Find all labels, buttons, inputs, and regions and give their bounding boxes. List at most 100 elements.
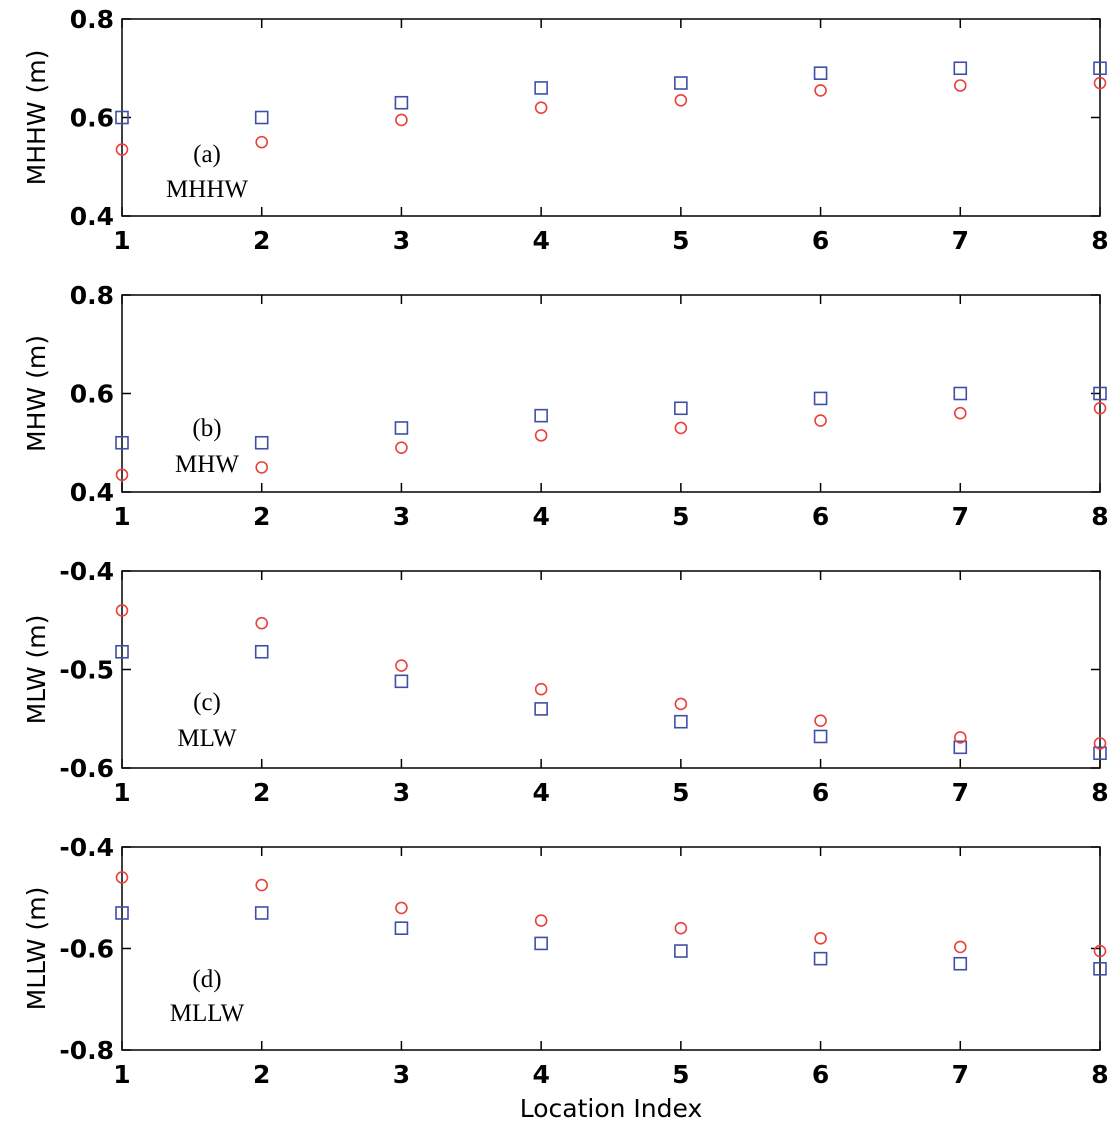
circle-marker bbox=[674, 93, 688, 107]
y-tick-label: -0.6 bbox=[59, 754, 114, 783]
circle-marker bbox=[115, 143, 129, 156]
y-tick-label: 0.8 bbox=[70, 281, 114, 310]
circle-marker bbox=[255, 616, 269, 630]
x-tick-label: 7 bbox=[952, 226, 969, 255]
square-marker bbox=[813, 951, 828, 966]
panel-annotation-name: MHW bbox=[175, 451, 239, 478]
circle-marker bbox=[674, 697, 688, 711]
panel-d: 1 2 3 4 5 6 7 8 -0.8 -0.6 -0.4 MLLW (m) Location Ind… bbox=[22, 833, 1109, 1123]
x-tick-label: 3 bbox=[393, 1060, 410, 1089]
square-marker bbox=[674, 714, 688, 729]
square-marker bbox=[813, 729, 828, 744]
x-tick-label: 8 bbox=[1091, 778, 1108, 807]
square-marker bbox=[1093, 61, 1107, 76]
circle-marker bbox=[115, 871, 129, 884]
plot-frame bbox=[121, 294, 1101, 493]
square-marker bbox=[394, 674, 409, 689]
panel-annotation-letter: (b) bbox=[192, 415, 221, 442]
x-tick-label: 8 bbox=[1091, 1060, 1108, 1089]
square-marker bbox=[953, 61, 968, 76]
x-tick-label: 8 bbox=[1091, 226, 1108, 255]
circle-marker bbox=[255, 135, 269, 149]
square-marker bbox=[813, 66, 828, 80]
square-marker bbox=[394, 421, 409, 435]
x-tick-label: 3 bbox=[393, 778, 410, 807]
circle-marker bbox=[674, 921, 688, 935]
circle-marker bbox=[534, 101, 548, 114]
x-tick-label: 3 bbox=[393, 226, 410, 255]
square-marker bbox=[813, 391, 828, 406]
x-tick-label: 1 bbox=[113, 778, 130, 807]
x-tick-label: 5 bbox=[672, 778, 689, 807]
square-marker bbox=[1093, 746, 1107, 761]
square-marker bbox=[674, 401, 688, 416]
circle-marker bbox=[395, 113, 408, 127]
x-tick-label: 6 bbox=[812, 1060, 829, 1089]
square-marker bbox=[953, 740, 968, 755]
x-tick-label: 5 bbox=[672, 226, 689, 255]
circle-marker bbox=[814, 84, 827, 97]
x-tick-label: 7 bbox=[952, 1060, 969, 1089]
y-tick-label: 0.8 bbox=[70, 5, 114, 34]
y-tick-label: -0.6 bbox=[59, 935, 114, 964]
x-tick-label: 6 bbox=[812, 778, 829, 807]
x-tick-label: 2 bbox=[253, 226, 270, 255]
x-tick-label: 1 bbox=[113, 1060, 130, 1089]
square-marker bbox=[1093, 386, 1107, 401]
x-tick-label: 2 bbox=[253, 778, 270, 807]
circle-marker bbox=[814, 714, 827, 728]
circle-marker bbox=[255, 878, 269, 892]
x-tick-label: 1 bbox=[113, 226, 130, 255]
circle-marker bbox=[953, 731, 967, 744]
circle-marker bbox=[395, 441, 408, 454]
y-tick-label: 0.4 bbox=[70, 202, 114, 231]
circle-marker bbox=[953, 406, 967, 420]
y-tick-label: 0.6 bbox=[70, 104, 114, 133]
circle-marker bbox=[534, 914, 548, 927]
circle-marker bbox=[953, 79, 967, 92]
x-tick-label: 7 bbox=[952, 778, 969, 807]
x-tick-label: 2 bbox=[253, 1060, 270, 1089]
panel-c: 1 2 3 4 5 6 7 8 -0.6 -0.5 -0.4 MLW (m) (c) MLW bbox=[22, 557, 1109, 807]
circle-marker bbox=[814, 932, 827, 945]
circle-marker bbox=[814, 414, 827, 427]
square-marker bbox=[115, 435, 129, 450]
square-marker bbox=[953, 386, 968, 401]
x-tick-label: 7 bbox=[952, 502, 969, 531]
y-tick-label: -0.4 bbox=[59, 833, 114, 862]
x-tick-label: 2 bbox=[253, 502, 270, 531]
circle-marker bbox=[1093, 737, 1107, 750]
square-marker bbox=[254, 435, 269, 450]
square-marker bbox=[534, 81, 548, 95]
y-axis-label: MHHW (m) bbox=[22, 50, 51, 186]
circle-marker bbox=[115, 604, 129, 617]
x-tick-label: 6 bbox=[812, 226, 829, 255]
square-marker bbox=[674, 76, 688, 90]
panel-annotation-letter: (c) bbox=[193, 689, 221, 716]
x-tick-label: 6 bbox=[812, 502, 829, 531]
y-tick-label: -0.4 bbox=[59, 557, 114, 586]
circle-marker bbox=[1093, 76, 1107, 90]
square-marker bbox=[534, 408, 548, 423]
square-marker bbox=[394, 95, 409, 110]
y-tick-label: -0.8 bbox=[59, 1036, 114, 1065]
panel-b: 1 2 3 4 5 6 7 8 0.4 0.6 0.8 MHW (m) (b) MHW bbox=[22, 281, 1109, 531]
square-marker bbox=[254, 906, 269, 920]
circle-marker bbox=[1093, 944, 1107, 958]
x-tick-label: 8 bbox=[1091, 502, 1108, 531]
plot-frame bbox=[121, 18, 1101, 217]
square-marker bbox=[674, 944, 688, 958]
circle-marker bbox=[953, 940, 967, 954]
circle-marker bbox=[395, 901, 408, 915]
y-tick-label: 0.6 bbox=[70, 380, 114, 409]
x-tick-label: 4 bbox=[532, 778, 549, 807]
x-tick-label: 1 bbox=[113, 502, 130, 531]
x-tick-label: 5 bbox=[672, 502, 689, 531]
circle-marker bbox=[534, 429, 548, 442]
x-tick-label: 3 bbox=[393, 502, 410, 531]
circle-marker bbox=[1093, 401, 1107, 415]
y-axis-label: MLW (m) bbox=[22, 615, 51, 725]
square-marker bbox=[534, 702, 548, 716]
circle-marker bbox=[115, 468, 129, 482]
